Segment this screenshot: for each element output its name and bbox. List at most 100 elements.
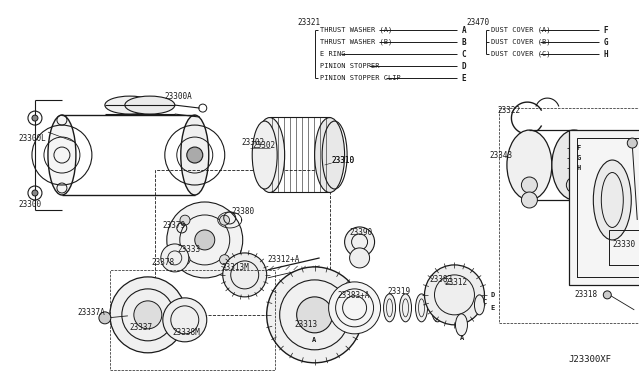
Circle shape — [297, 297, 333, 333]
Circle shape — [134, 301, 162, 329]
Text: 23338M: 23338M — [173, 328, 200, 337]
Ellipse shape — [552, 130, 597, 200]
Text: 23319: 23319 — [388, 288, 411, 296]
Text: E: E — [461, 74, 466, 83]
Text: C: C — [461, 49, 466, 59]
Ellipse shape — [252, 121, 277, 189]
Circle shape — [161, 244, 189, 272]
Text: 23310: 23310 — [332, 155, 355, 164]
Circle shape — [424, 265, 484, 325]
Text: H: H — [577, 165, 580, 171]
Text: 23321: 23321 — [298, 18, 321, 27]
Text: PINION STOPPER CLIP: PINION STOPPER CLIP — [319, 75, 401, 81]
Circle shape — [566, 177, 582, 193]
Text: THRUST WASHER (B): THRUST WASHER (B) — [319, 39, 392, 45]
Ellipse shape — [48, 115, 76, 195]
Text: G: G — [577, 155, 580, 161]
Text: 23313: 23313 — [294, 320, 318, 329]
Circle shape — [220, 215, 230, 225]
Text: 23380: 23380 — [232, 208, 255, 217]
Text: 23300L: 23300L — [18, 134, 45, 142]
Ellipse shape — [383, 294, 396, 322]
Text: F: F — [604, 26, 608, 35]
Circle shape — [344, 227, 374, 257]
Text: 23322: 23322 — [497, 106, 520, 115]
Ellipse shape — [105, 96, 155, 114]
Circle shape — [180, 215, 190, 225]
Circle shape — [349, 248, 369, 268]
Text: 23390: 23390 — [349, 228, 372, 237]
Text: 23302: 23302 — [253, 141, 276, 150]
Text: C: C — [483, 299, 486, 305]
Text: 23383+A: 23383+A — [338, 291, 370, 300]
Ellipse shape — [255, 118, 285, 192]
Ellipse shape — [399, 294, 412, 322]
Text: 23343: 23343 — [490, 151, 513, 160]
Bar — [155, 170, 330, 315]
Circle shape — [32, 190, 38, 196]
Circle shape — [220, 255, 230, 265]
Circle shape — [627, 138, 637, 148]
Ellipse shape — [431, 294, 444, 322]
Circle shape — [267, 267, 363, 363]
Circle shape — [180, 255, 190, 265]
Ellipse shape — [315, 118, 344, 192]
Text: 23310: 23310 — [332, 155, 355, 164]
Text: 23312: 23312 — [445, 278, 468, 288]
Ellipse shape — [456, 314, 467, 336]
Circle shape — [110, 277, 186, 353]
Text: DUST COVER (B): DUST COVER (B) — [492, 39, 551, 45]
Text: A: A — [461, 26, 466, 35]
Ellipse shape — [180, 115, 209, 195]
Text: 23330: 23330 — [612, 240, 636, 250]
Text: A: A — [312, 337, 316, 343]
Bar — [577, 138, 640, 277]
Text: 23379: 23379 — [163, 221, 186, 231]
Text: G: G — [604, 38, 608, 46]
Text: H: H — [604, 49, 608, 59]
Ellipse shape — [415, 294, 428, 322]
Text: 23337: 23337 — [130, 323, 153, 332]
Circle shape — [32, 115, 38, 121]
Text: PINION STOPPER: PINION STOPPER — [319, 63, 379, 69]
Text: 23383: 23383 — [429, 275, 452, 284]
Circle shape — [187, 147, 203, 163]
Circle shape — [195, 230, 215, 250]
Text: 23302: 23302 — [242, 138, 265, 147]
Circle shape — [604, 291, 611, 299]
Text: D: D — [461, 62, 466, 71]
Text: F: F — [577, 145, 580, 151]
Bar — [570, 130, 640, 285]
Text: 23333: 23333 — [178, 246, 201, 254]
Ellipse shape — [125, 96, 175, 114]
Text: 23378: 23378 — [152, 259, 175, 267]
Text: THRUST WASHER (A): THRUST WASHER (A) — [319, 27, 392, 33]
Text: 23318: 23318 — [574, 291, 598, 299]
Circle shape — [328, 282, 381, 334]
Circle shape — [167, 202, 243, 278]
Text: 23312+A: 23312+A — [268, 256, 300, 264]
Text: DUST COVER (A): DUST COVER (A) — [492, 27, 551, 33]
Circle shape — [522, 177, 538, 193]
Text: A: A — [460, 335, 464, 341]
Text: 23337A: 23337A — [78, 308, 106, 317]
Bar — [110, 270, 275, 370]
Bar — [609, 230, 640, 265]
Ellipse shape — [593, 160, 631, 240]
Circle shape — [223, 253, 267, 297]
Text: 23313M: 23313M — [221, 263, 250, 272]
Text: 23470: 23470 — [467, 18, 490, 27]
Text: J23300XF: J23300XF — [568, 355, 611, 364]
Text: B: B — [461, 38, 466, 46]
Circle shape — [163, 298, 207, 342]
Bar — [499, 108, 640, 323]
Text: 23300A: 23300A — [165, 92, 193, 100]
Text: E: E — [490, 305, 495, 311]
Text: D: D — [490, 292, 495, 298]
Circle shape — [99, 312, 111, 324]
Ellipse shape — [474, 295, 484, 315]
Circle shape — [522, 192, 538, 208]
Text: 23300: 23300 — [18, 201, 41, 209]
Ellipse shape — [507, 130, 552, 200]
Text: DUST COVER (C): DUST COVER (C) — [492, 51, 551, 57]
